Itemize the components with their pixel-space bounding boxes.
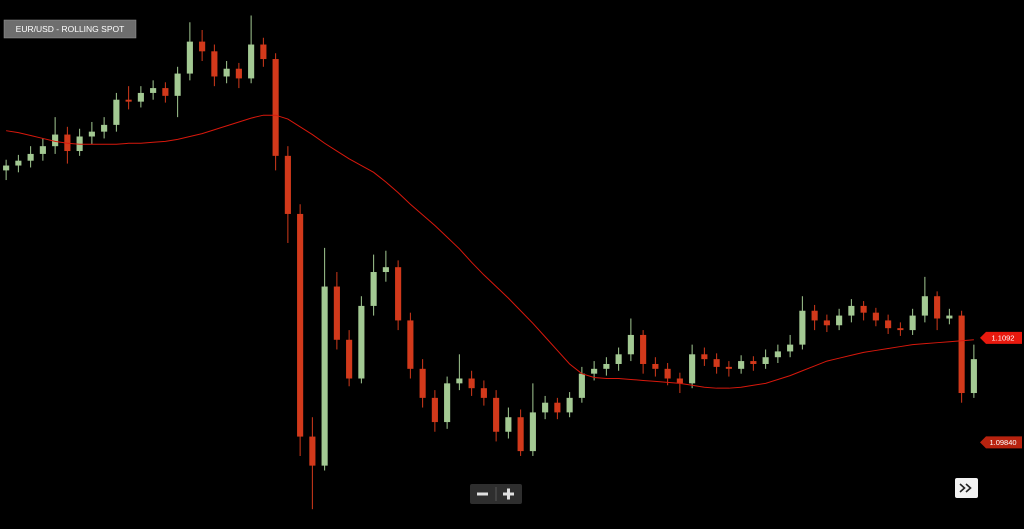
candle-body: [333, 286, 340, 340]
candle-body: [3, 165, 10, 171]
zoom-out-button[interactable]: [477, 492, 488, 496]
candle-body: [848, 305, 855, 316]
candle-body: [603, 363, 610, 369]
candle-body: [640, 334, 647, 364]
candle-body: [725, 366, 732, 369]
candle-body: [395, 267, 402, 321]
candle-body: [517, 417, 524, 452]
moving-average-line: [6, 114, 974, 389]
candle-body: [199, 41, 206, 52]
price-marker: [980, 331, 1022, 344]
candle-body: [689, 354, 696, 384]
candle-body: [235, 68, 242, 79]
price-marker-label: 1.1092: [992, 333, 1015, 342]
candle-body: [701, 354, 708, 360]
candle-body: [382, 267, 389, 273]
candle-body: [664, 368, 671, 379]
candle-body: [750, 361, 757, 364]
candle-body: [260, 44, 267, 60]
candle-body: [431, 397, 438, 423]
candle-body: [39, 146, 46, 154]
candle-body: [897, 328, 904, 331]
candle-body: [738, 361, 745, 369]
candle-body: [529, 412, 536, 452]
candle-body: [370, 272, 377, 306]
candle-body: [860, 305, 867, 313]
candle-body: [676, 378, 683, 384]
candle-body: [223, 68, 230, 77]
zoom-in-button[interactable]: [503, 488, 514, 500]
candle-body: [615, 354, 622, 364]
candle-body: [480, 388, 487, 398]
candle-body: [419, 368, 426, 398]
candle-body: [799, 310, 806, 345]
labels-layer: 1.1092 1.09840: [980, 331, 1022, 449]
scroll-end-box[interactable]: [955, 478, 978, 498]
candle-body: [591, 368, 598, 374]
scroll-end-button[interactable]: [955, 478, 978, 498]
candle-body: [137, 92, 144, 102]
candle-body: [444, 383, 451, 423]
candle-body: [762, 357, 769, 364]
candle-body: [934, 296, 941, 319]
title-box: [3, 19, 137, 39]
candle-body: [554, 402, 561, 413]
candle-body: [872, 312, 879, 321]
candle-body: [652, 363, 659, 369]
candle-body: [713, 359, 720, 367]
candle-body: [125, 99, 132, 102]
candle-body: [101, 124, 108, 132]
candle-body: [836, 315, 843, 326]
candle-body: [346, 339, 353, 379]
zoom-controls: [470, 484, 522, 504]
candle-body: [113, 99, 120, 125]
candle-body: [909, 315, 916, 331]
candle-body: [958, 315, 965, 394]
candle-body: [358, 305, 365, 379]
candle-body: [970, 359, 977, 394]
scroll-end-icon: [959, 483, 972, 493]
candle-body: [52, 134, 59, 147]
candle-body: [15, 160, 22, 166]
candle-body: [211, 51, 218, 77]
candle-body: [774, 351, 781, 358]
candle-body: [297, 213, 304, 437]
candle-body: [811, 310, 818, 321]
price-marker: [980, 436, 1022, 449]
candle-body: [823, 320, 830, 326]
candle-body: [174, 73, 181, 96]
candle-body: [456, 378, 463, 384]
candle-body: [248, 44, 255, 79]
candle-body: [493, 397, 500, 432]
candle-body: [468, 378, 475, 389]
marks-layer: [3, 15, 977, 510]
candle-body: [407, 320, 414, 369]
candle-body: [946, 315, 953, 319]
candle-body: [186, 41, 193, 74]
candle-body: [505, 417, 512, 432]
candle-body: [321, 286, 328, 466]
candle-body: [27, 153, 34, 161]
candle-body: [284, 155, 291, 214]
candle-body: [272, 59, 279, 156]
candle-body: [921, 296, 928, 316]
chart-title: EUR/USD - ROLLING SPOT: [16, 24, 125, 34]
candle-body: [88, 131, 95, 137]
candle-body: [162, 88, 169, 96]
candle-body: [787, 344, 794, 352]
candle-body: [627, 334, 634, 355]
candle-body: [309, 436, 316, 466]
candle-body: [566, 397, 573, 413]
candle-body: [578, 373, 585, 398]
price-marker-label: 1.09840: [989, 438, 1016, 447]
candle-body: [885, 320, 892, 329]
candle-body: [150, 88, 157, 93]
candle-body: [542, 402, 549, 413]
